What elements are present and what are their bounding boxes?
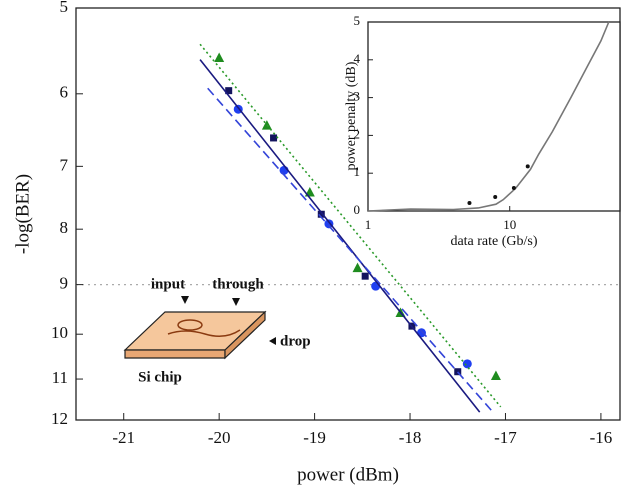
annotation: drop xyxy=(280,333,311,349)
y-tick-label: 7 xyxy=(60,155,69,174)
y-tick-label: 3 xyxy=(354,89,361,104)
annotation: through xyxy=(212,276,264,292)
waveguide xyxy=(167,329,241,337)
data-point xyxy=(317,210,325,218)
data-point xyxy=(454,368,462,376)
data-point xyxy=(225,87,233,95)
arrow xyxy=(181,296,189,304)
y-axis-title: -log(BER) xyxy=(12,174,33,254)
y-tick-label: 5 xyxy=(354,13,361,28)
y-tick-label: 5 xyxy=(60,0,69,16)
data-point xyxy=(493,195,498,200)
annotation: Si chip xyxy=(138,369,182,385)
y-tick-label: 8 xyxy=(60,218,69,237)
x-tick-label: -17 xyxy=(494,428,517,447)
x-tick-label: 1 xyxy=(365,217,372,232)
y-tick-label: 9 xyxy=(60,274,69,293)
y-tick-label: 0 xyxy=(354,202,361,217)
data-line xyxy=(367,21,610,212)
data-point xyxy=(467,201,472,206)
x-tick-label: -18 xyxy=(399,428,422,447)
data-point xyxy=(462,359,472,369)
arrow xyxy=(269,337,276,345)
chip-front xyxy=(124,349,226,359)
chip-illustration: input through drop Si chip xyxy=(123,276,311,385)
x-tick-label: -19 xyxy=(303,428,326,447)
y-tick-label: 11 xyxy=(52,368,68,387)
y-tick-label: 4 xyxy=(354,51,361,66)
x-tick-label: 10 xyxy=(503,217,516,232)
data-point xyxy=(525,164,530,169)
ring xyxy=(177,319,203,331)
y-tick-label: 6 xyxy=(60,83,69,102)
y-tick-label: 10 xyxy=(51,323,68,342)
annotation: input xyxy=(151,276,185,292)
x-axis-title: power (dBm) xyxy=(297,464,399,485)
data-line xyxy=(199,59,481,413)
data-point xyxy=(361,272,369,280)
chip-side xyxy=(224,310,266,360)
data-point xyxy=(261,120,272,130)
y-axis-title: power penalty (dB) xyxy=(344,61,359,170)
data-line xyxy=(207,87,492,411)
data-point xyxy=(511,185,516,190)
data-point xyxy=(214,52,225,62)
x-tick-label: -21 xyxy=(112,428,135,447)
plot-frame xyxy=(367,21,621,212)
arrow xyxy=(232,298,240,306)
y-tick-label: 1 xyxy=(354,164,361,179)
data-point xyxy=(352,262,363,273)
data-point xyxy=(270,134,278,142)
data-line xyxy=(199,43,502,408)
data-point xyxy=(490,370,501,381)
y-tick-label: 12 xyxy=(51,409,68,428)
x-axis-title: data rate (Gb/s) xyxy=(450,234,537,249)
x-tick-label: -20 xyxy=(208,428,231,447)
y-tick-label: 2 xyxy=(354,126,361,141)
x-tick-label: -16 xyxy=(590,428,613,447)
